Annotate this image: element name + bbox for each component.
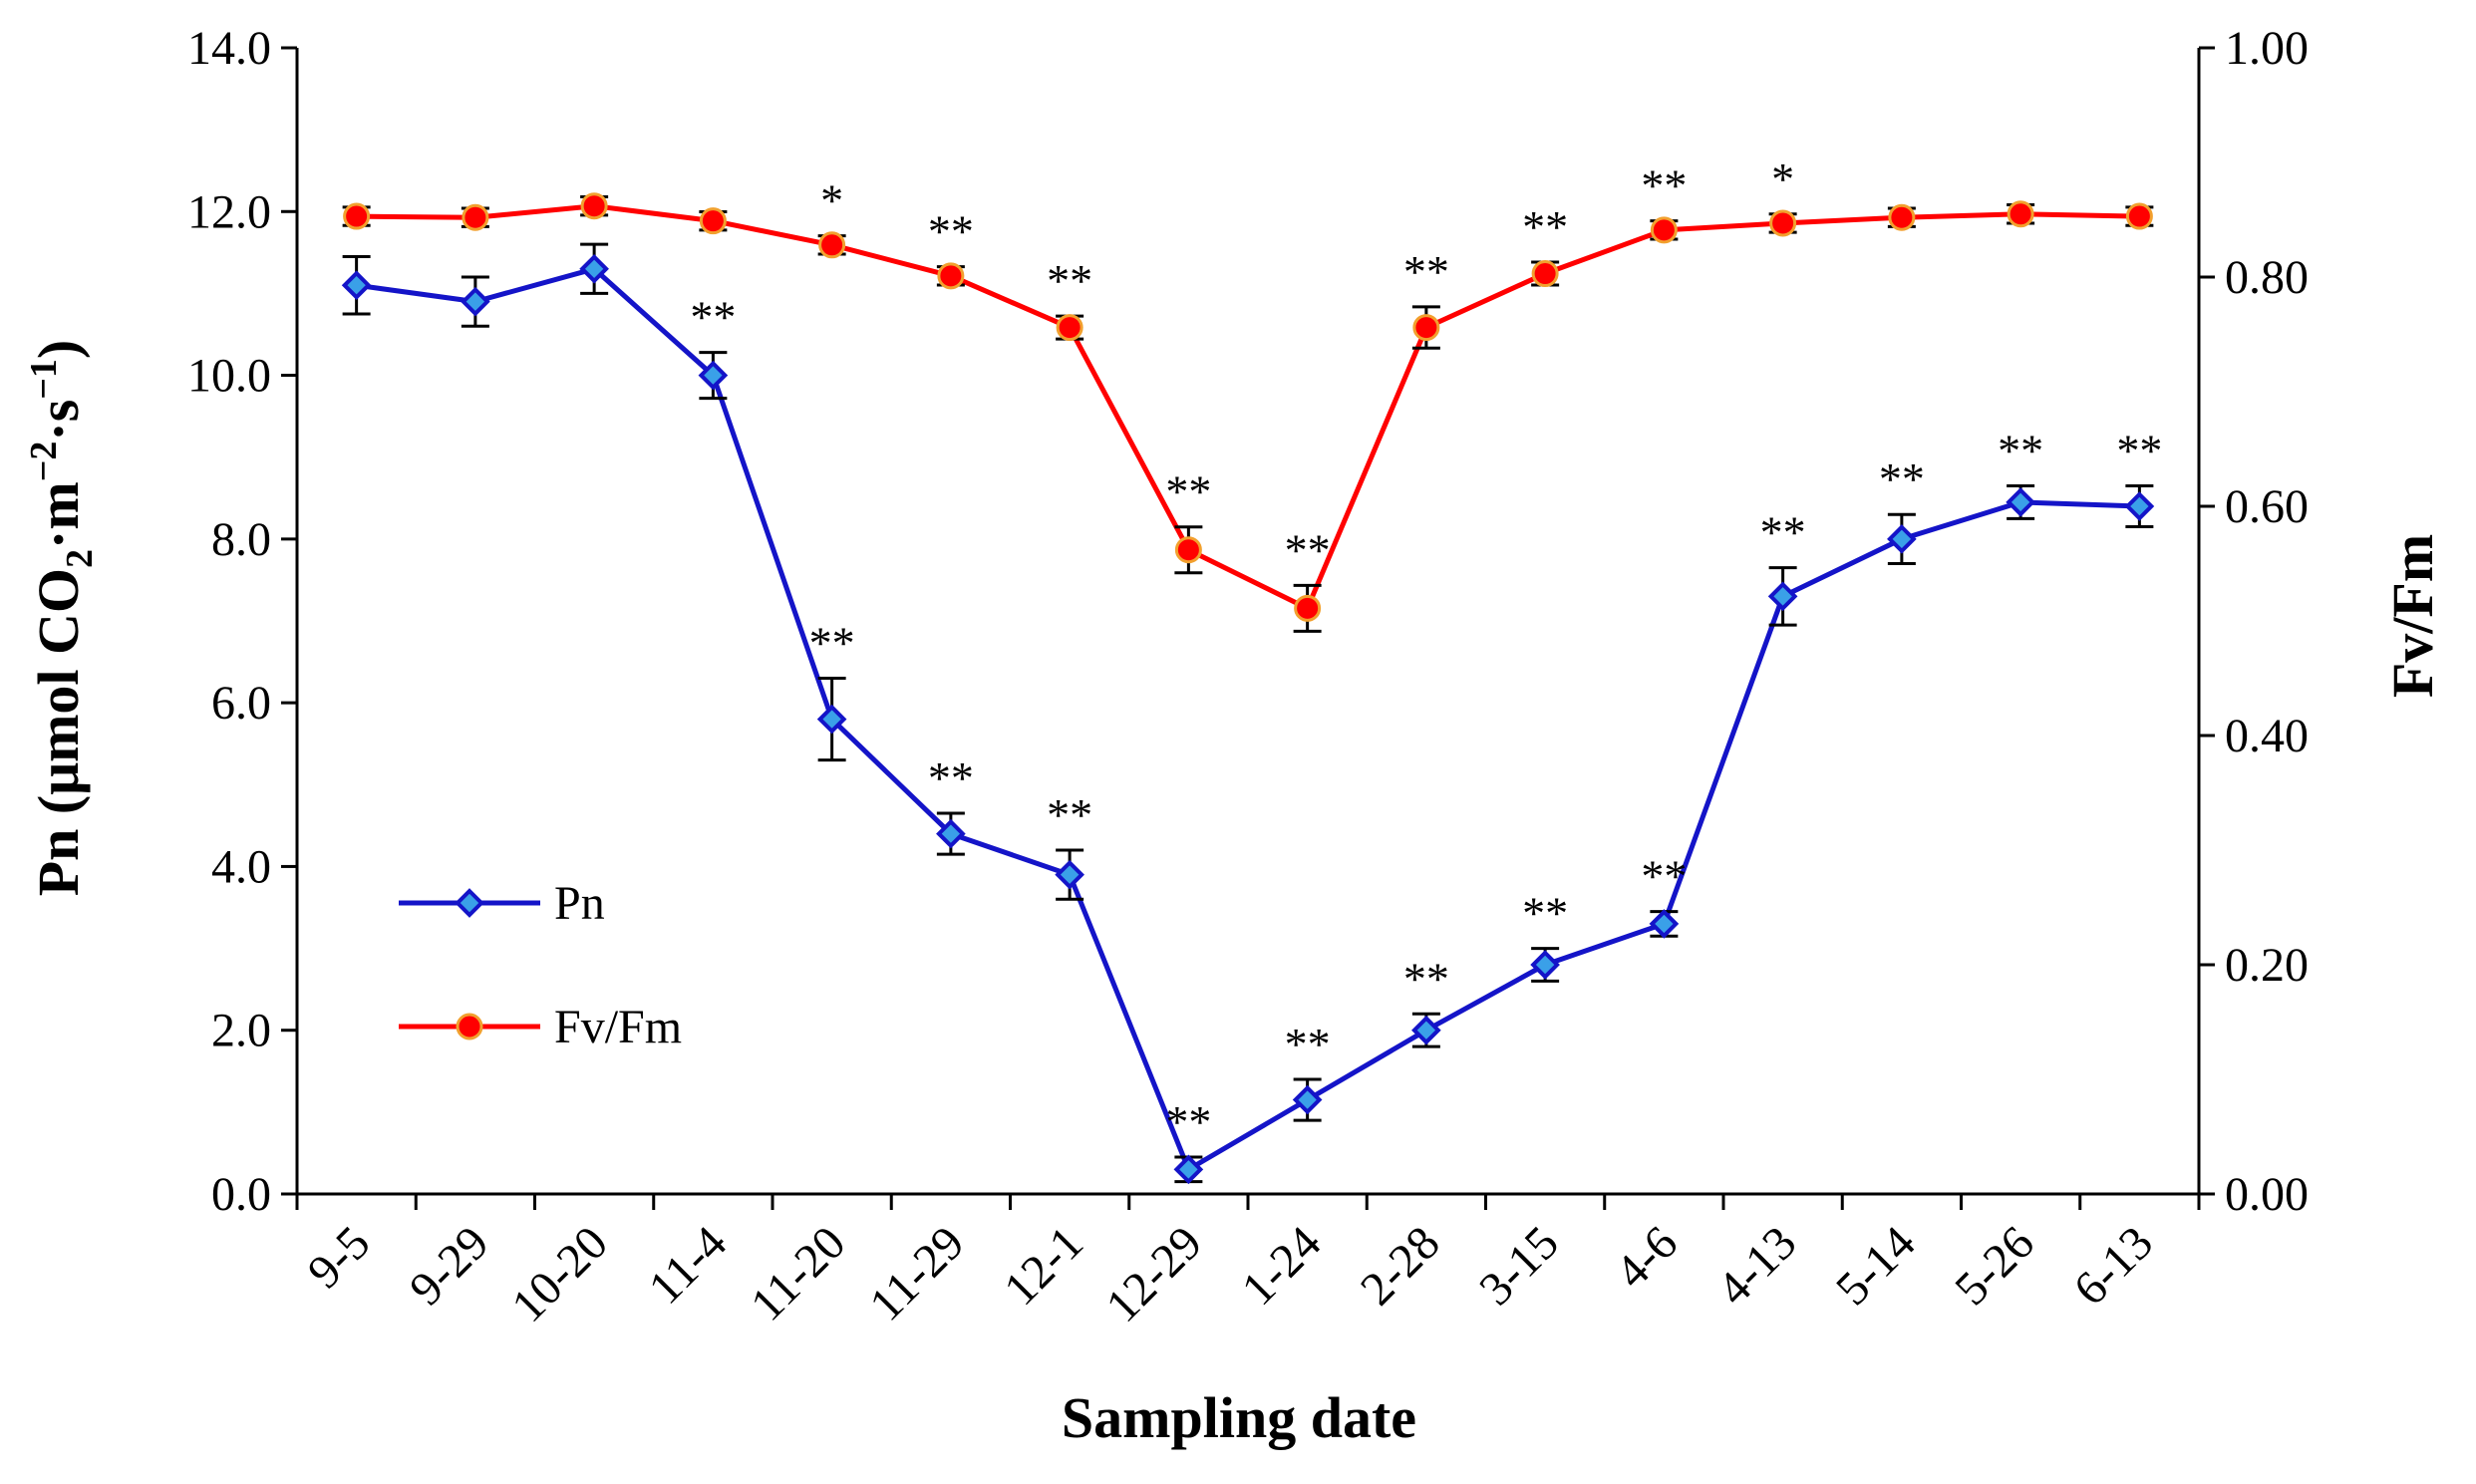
y-right-tick-label: 1.00 (2225, 22, 2309, 75)
data-point-pn (1411, 1015, 1441, 1045)
data-point-fv-fm (580, 192, 608, 220)
significance-label-pn: ** (1165, 1096, 1211, 1147)
legend-label-pn: Pn (554, 877, 605, 930)
y-left-tick-label: 14.0 (187, 22, 271, 75)
data-point-fv-fm (2007, 200, 2034, 228)
data-point-pn (1767, 581, 1798, 612)
x-tick-label: 9-5 (298, 1216, 381, 1299)
data-point-fv-fm (937, 262, 965, 290)
x-tick-label: 1-24 (1232, 1216, 1332, 1316)
significance-label-fv-fm: * (1771, 153, 1794, 204)
significance-label-fv-fm: ** (1403, 246, 1449, 297)
x-tick-label: 12-29 (1095, 1216, 1212, 1333)
legend-marker-fv-fm (456, 1013, 483, 1040)
data-point-fv-fm (1888, 203, 1916, 231)
x-tick-label: 5-14 (1826, 1216, 1926, 1316)
x-tick-label: 4-6 (1605, 1216, 1688, 1299)
data-point-pn (1173, 1154, 1204, 1185)
data-point-fv-fm (1294, 594, 1322, 622)
significance-label-pn: ** (1285, 1019, 1331, 1069)
data-point-fv-fm (343, 202, 371, 230)
data-point-pn (1887, 524, 1917, 554)
data-point-pn (461, 286, 490, 317)
significance-label-fv-fm: ** (928, 206, 974, 257)
x-tick-label: 11-29 (859, 1216, 974, 1331)
y-left-tick-label: 10.0 (187, 350, 271, 403)
significance-label-fv-fm: ** (1047, 255, 1092, 306)
y-left-tick-label: 0.0 (211, 1168, 271, 1221)
data-point-pn (936, 818, 966, 849)
y-axis-left-title: Pn (μmol CO2·m−2·s−1) (23, 340, 101, 897)
data-point-pn (1530, 950, 1560, 980)
significance-label-pn: ** (2116, 425, 2162, 475)
data-point-fv-fm (2125, 202, 2153, 230)
x-tick-label: 11-4 (639, 1216, 737, 1314)
x-tick-label: 3-15 (1469, 1216, 1569, 1316)
series-line-fv-fm (356, 203, 2140, 611)
data-point-fv-fm (1531, 260, 1559, 288)
significance-label-pn: ** (1641, 851, 1687, 902)
data-point-fv-fm (1650, 216, 1678, 244)
y-right-tick-label: 0.60 (2225, 480, 2309, 533)
x-tick-label: 6-13 (2063, 1216, 2163, 1316)
y-right-tick-label: 0.40 (2225, 710, 2309, 762)
significance-label-pn: ** (928, 752, 974, 803)
data-point-fv-fm (1174, 536, 1202, 564)
y-left-tick-label: 2.0 (211, 1005, 271, 1057)
data-point-pn (1649, 909, 1680, 939)
x-tick-label: 12-1 (994, 1216, 1093, 1316)
x-tick-label: 2-28 (1351, 1216, 1450, 1316)
data-point-pn (1292, 1084, 1323, 1115)
data-point-pn (579, 253, 609, 284)
data-point-pn (2006, 487, 2035, 517)
x-axis-title: Sampling date (1062, 1385, 1416, 1450)
data-point-pn (816, 704, 847, 735)
series-line-pn (356, 266, 2140, 1172)
significance-label-fv-fm: ** (1285, 524, 1331, 575)
data-point-fv-fm (462, 203, 489, 231)
data-point-pn (2124, 491, 2155, 521)
data-point-fv-fm (699, 207, 727, 235)
data-point-pn (1055, 859, 1084, 890)
legend-label-fv-fm: Fv/Fm (554, 1001, 682, 1053)
legend-marker-pn (455, 888, 484, 918)
x-tick-label: 4-13 (1707, 1216, 1807, 1316)
x-tick-label: 10-20 (501, 1216, 618, 1333)
x-tick-label: 11-20 (741, 1216, 855, 1331)
significance-label-fv-fm: ** (1165, 466, 1211, 517)
x-tick-label: 9-29 (400, 1216, 499, 1316)
y-axis-right-title: Fv/Fm (2380, 534, 2445, 698)
significance-label-pn: ** (1879, 453, 1925, 504)
significance-label-pn: ** (1403, 953, 1449, 1004)
data-point-fv-fm (1412, 314, 1440, 342)
data-point-pn (698, 360, 729, 391)
significance-label-pn: ** (1522, 888, 1568, 939)
data-point-fv-fm (1056, 314, 1083, 342)
y-right-tick-label: 0.20 (2225, 939, 2309, 992)
y-left-tick-label: 6.0 (211, 677, 271, 730)
significance-label-pn: ** (1760, 507, 1806, 558)
y-left-tick-label: 12.0 (187, 185, 271, 238)
significance-label-pn: ** (809, 618, 855, 669)
x-tick-label: 5-26 (1945, 1216, 2044, 1316)
significance-label-pn: ** (1047, 789, 1092, 840)
data-point-fv-fm (818, 231, 846, 259)
significance-label-fv-fm: ** (1641, 160, 1687, 211)
significance-label-pn: ** (690, 292, 736, 343)
significance-label-fv-fm: ** (1522, 201, 1568, 252)
y-right-tick-label: 0.80 (2225, 251, 2309, 304)
y-right-tick-label: 0.00 (2225, 1168, 2309, 1221)
data-point-fv-fm (1769, 209, 1797, 237)
significance-label-pn: ** (1998, 425, 2043, 475)
data-point-pn (341, 270, 372, 301)
y-left-tick-label: 4.0 (211, 840, 271, 893)
y-left-tick-label: 8.0 (211, 513, 271, 566)
significance-label-fv-fm: * (820, 175, 843, 226)
